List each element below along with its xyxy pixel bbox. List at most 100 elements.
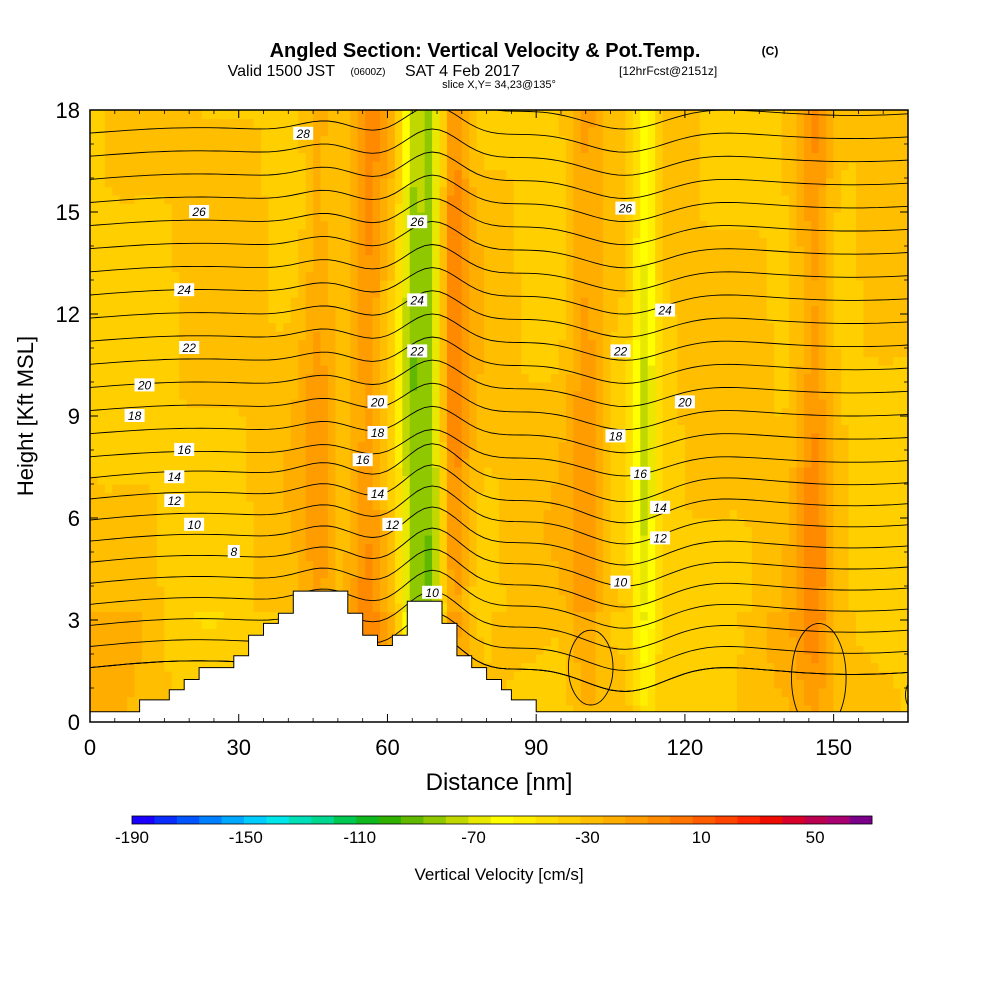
heatmap-cell	[432, 144, 441, 154]
heatmap-cell	[565, 305, 574, 315]
heatmap-cell	[104, 118, 113, 128]
heatmap-cell	[127, 509, 136, 519]
heatmap-cell	[164, 416, 173, 426]
heatmap-cell	[261, 416, 270, 426]
heatmap-cell	[171, 577, 180, 587]
heatmap-cell	[171, 220, 180, 230]
heatmap-cell	[231, 382, 240, 392]
heatmap-cell	[186, 628, 195, 638]
heatmap-cell	[432, 594, 441, 604]
heatmap-cell	[97, 552, 106, 562]
heatmap-cell	[179, 161, 188, 171]
heatmap-cell	[469, 186, 478, 196]
heatmap-cell	[573, 288, 582, 298]
heatmap-cell	[573, 220, 582, 230]
heatmap-cell	[595, 229, 604, 239]
heatmap-cell	[283, 560, 292, 570]
heatmap-cell	[171, 560, 180, 570]
heatmap-cell	[320, 577, 329, 587]
heatmap-cell	[149, 127, 158, 137]
heatmap-cell	[127, 705, 136, 715]
heatmap-cell	[357, 484, 366, 494]
heatmap-cell	[551, 696, 560, 706]
heatmap-cell	[454, 424, 463, 434]
heatmap-cell	[446, 348, 455, 358]
heatmap-cell	[543, 237, 552, 247]
heatmap-cell	[365, 611, 374, 621]
heatmap-cell	[565, 509, 574, 519]
heatmap-cell	[409, 178, 418, 188]
heatmap-cell	[543, 484, 552, 494]
heatmap-cell	[461, 577, 470, 587]
heatmap-cell	[320, 271, 329, 281]
heatmap-cell	[223, 254, 232, 264]
heatmap-cell	[380, 458, 389, 468]
heatmap-cell	[402, 110, 411, 120]
heatmap-cell	[223, 246, 232, 256]
heatmap-cell	[313, 127, 322, 137]
heatmap-cell	[127, 110, 136, 120]
heatmap-cell	[253, 450, 262, 460]
heatmap-cell	[357, 203, 366, 213]
heatmap-cell	[305, 518, 314, 528]
heatmap-cell	[580, 450, 589, 460]
heatmap-cell	[446, 390, 455, 400]
heatmap-cell	[119, 280, 128, 290]
heatmap-cell	[603, 569, 612, 579]
heatmap-cell	[506, 271, 515, 281]
heatmap-cell	[528, 603, 537, 613]
heatmap-cell	[484, 518, 493, 528]
heatmap-cell	[454, 263, 463, 273]
heatmap-cell	[156, 365, 165, 375]
heatmap-cell	[573, 492, 582, 502]
heatmap-cell	[521, 322, 530, 332]
heatmap-cell	[454, 331, 463, 341]
heatmap-cell	[350, 492, 359, 502]
heatmap-cell	[216, 365, 225, 375]
heatmap-cell	[580, 620, 589, 630]
heatmap-cell	[156, 280, 165, 290]
heatmap-cell	[491, 501, 500, 511]
heatmap-cell	[283, 475, 292, 485]
heatmap-cell	[208, 186, 218, 196]
heatmap-cell	[186, 620, 195, 630]
heatmap-cell	[357, 390, 366, 400]
heatmap-cell	[246, 501, 255, 511]
heatmap-cell	[335, 577, 344, 587]
heatmap-cell	[90, 450, 99, 460]
heatmap-cell	[268, 365, 277, 375]
heatmap-cell	[90, 509, 99, 519]
heatmap-cell	[238, 186, 247, 196]
heatmap-cell	[469, 305, 478, 315]
heatmap-cell	[261, 450, 270, 460]
heatmap-cell	[201, 178, 210, 188]
heatmap-cell	[551, 662, 560, 672]
heatmap-cell	[603, 662, 612, 672]
heatmap-cell	[238, 127, 247, 137]
heatmap-cell	[201, 246, 210, 256]
heatmap-cell	[461, 280, 470, 290]
heatmap-cell	[565, 220, 574, 230]
heatmap-cell	[238, 280, 247, 290]
heatmap-cell	[588, 339, 597, 349]
heatmap-cell	[595, 118, 604, 128]
heatmap-cell	[171, 645, 180, 655]
heatmap-cell	[275, 552, 284, 562]
heatmap-cell	[558, 586, 567, 596]
heatmap-cell	[580, 628, 589, 638]
heatmap-cell	[208, 237, 218, 247]
heatmap-cell	[171, 628, 180, 638]
heatmap-cell	[543, 118, 552, 128]
heatmap-cell	[97, 645, 106, 655]
heatmap-cell	[238, 305, 247, 315]
heatmap-cell	[588, 331, 597, 341]
heatmap-cell	[484, 526, 493, 536]
heatmap-cell	[313, 237, 322, 247]
heatmap-cell	[491, 560, 500, 570]
heatmap-cell	[231, 161, 240, 171]
heatmap-cell	[573, 696, 582, 706]
heatmap-cell	[506, 671, 515, 681]
heatmap-cell	[357, 577, 366, 587]
heatmap-cell	[223, 297, 232, 307]
heatmap-cell	[476, 135, 485, 145]
